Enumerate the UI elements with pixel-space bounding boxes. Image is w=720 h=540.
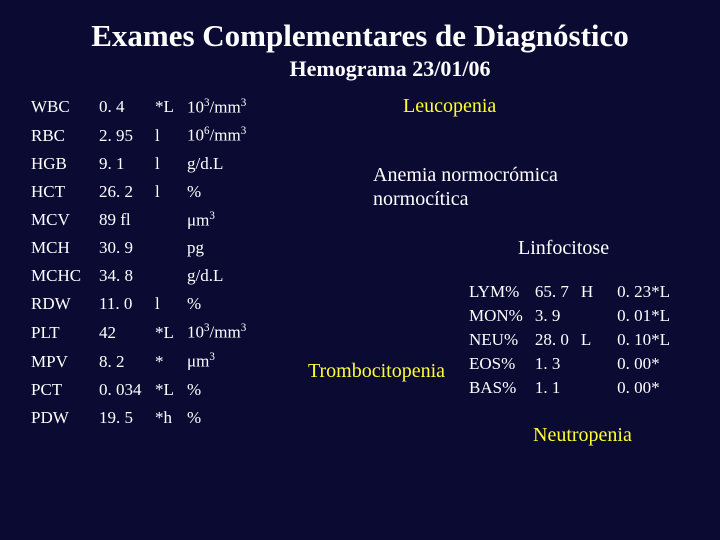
diff-ext: 0. 00* [599,352,676,376]
param-label: MCHC [28,262,96,290]
table-row: MCHC34. 8 g/d.L [28,262,280,290]
param-unit: % [184,290,280,318]
param-unit: % [184,177,280,205]
param-value: 26. 2 [96,177,152,205]
param-value: 11. 0 [96,290,152,318]
table-row: MCV89 fl μm3 [28,205,280,234]
param-value: 8. 2 [96,347,152,376]
diff-value: 1. 3 [529,352,575,376]
diff-name: NEU% [463,328,529,352]
param-label: MCH [28,234,96,262]
diff-ext: 0. 10*L [599,328,676,352]
slide-root: Exames Complementares de Diagnóstico Hem… [0,0,720,540]
param-unit: 103/mm3 [184,92,280,121]
note-trombo: Trombocitopenia [308,360,445,383]
param-flag: l [152,121,184,150]
table-row: RBC2. 95l106/mm3 [28,121,280,150]
diff-row: EOS%1. 3 0. 00* [463,352,676,376]
diff-flag: L [575,328,599,352]
diff-flag: H [575,280,599,304]
param-label: WBC [28,92,96,121]
diff-row: NEU%28. 0L0. 10*L [463,328,676,352]
table-row: RDW11. 0l% [28,290,280,318]
param-unit: g/d.L [184,262,280,290]
param-unit: g/d.L [184,149,280,177]
param-flag [152,205,184,234]
diff-value: 1. 1 [529,376,575,400]
param-value: 34. 8 [96,262,152,290]
param-unit: μm3 [184,347,280,376]
content-row: WBC0. 4*L103/mm3RBC2. 95l106/mm3HGB9. 1l… [28,92,692,431]
param-label: RBC [28,121,96,150]
param-value: 19. 5 [96,403,152,431]
table-row: PCT0. 034*L% [28,375,280,403]
param-value: 2. 95 [96,121,152,150]
diff-ext: 0. 00* [599,376,676,400]
param-flag: * [152,347,184,376]
diff-flag [575,304,599,328]
param-unit: % [184,375,280,403]
param-flag [152,234,184,262]
diff-name: EOS% [463,352,529,376]
diff-ext: 0. 01*L [599,304,676,328]
param-label: HCT [28,177,96,205]
table-row: PDW19. 5*h% [28,403,280,431]
diff-value: 65. 7 [529,280,575,304]
param-flag: *L [152,92,184,121]
diff-row: LYM%65. 7H0. 23*L [463,280,676,304]
note-anemia1: Anemia normocrómica [373,164,558,187]
param-label: PLT [28,318,96,347]
note-anemia2: normocítica [373,188,469,211]
diff-ext: 0. 23*L [599,280,676,304]
param-unit: 106/mm3 [184,121,280,150]
diff-flag [575,376,599,400]
param-unit: μm3 [184,205,280,234]
note-leuco: Leucopenia [403,95,496,118]
param-flag: *L [152,318,184,347]
param-unit: pg [184,234,280,262]
param-label: PCT [28,375,96,403]
diff-value: 3. 9 [529,304,575,328]
slide-title: Exames Complementares de Diagnóstico [28,18,692,54]
table-row: PLT42*L103/mm3 [28,318,280,347]
param-value: 42 [96,318,152,347]
note-neutro: Neutropenia [533,424,632,447]
param-flag: *L [152,375,184,403]
table-row: MPV8. 2*μm3 [28,347,280,376]
param-label: HGB [28,149,96,177]
param-unit: 103/mm3 [184,318,280,347]
note-linfo: Linfocitose [518,237,609,260]
param-value: 0. 4 [96,92,152,121]
diff-value: 28. 0 [529,328,575,352]
main-table-wrap: WBC0. 4*L103/mm3RBC2. 95l106/mm3HGB9. 1l… [28,92,338,431]
param-value: 30. 9 [96,234,152,262]
param-flag: *h [152,403,184,431]
diff-name: LYM% [463,280,529,304]
table-row: MCH30. 9 pg [28,234,280,262]
diff-name: MON% [463,304,529,328]
param-flag: l [152,177,184,205]
param-label: MCV [28,205,96,234]
param-label: PDW [28,403,96,431]
diff-row: BAS%1. 1 0. 00* [463,376,676,400]
blood-table: WBC0. 4*L103/mm3RBC2. 95l106/mm3HGB9. 1l… [28,92,280,431]
table-row: WBC0. 4*L103/mm3 [28,92,280,121]
param-label: RDW [28,290,96,318]
diff-flag [575,352,599,376]
diff-row: MON%3. 9 0. 01*L [463,304,676,328]
param-value: 89 fl [96,205,152,234]
diff-name: BAS% [463,376,529,400]
param-value: 0. 034 [96,375,152,403]
param-flag: l [152,290,184,318]
param-flag: l [152,149,184,177]
annotations-pane: Leucopenia Anemia normocrómicanormocítica… [338,92,692,431]
table-row: HCT26. 2l% [28,177,280,205]
slide-subtitle: Hemograma 23/01/06 [88,56,692,82]
differential-table: LYM%65. 7H0. 23*LMON%3. 90. 01*LNEU%28. … [463,280,676,400]
param-label: MPV [28,347,96,376]
param-unit: % [184,403,280,431]
table-row: HGB9. 1lg/d.L [28,149,280,177]
param-flag [152,262,184,290]
param-value: 9. 1 [96,149,152,177]
